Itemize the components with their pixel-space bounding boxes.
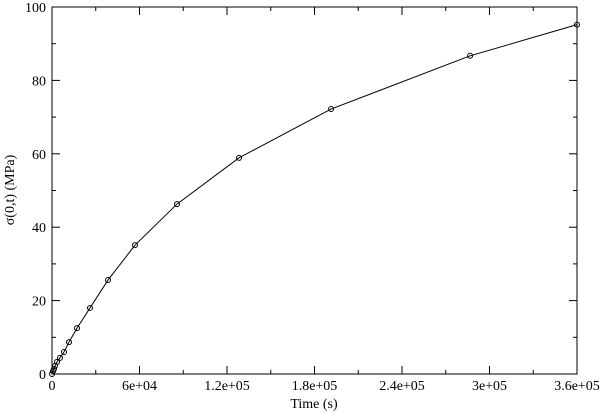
y-tick-label: 20 [32, 295, 46, 310]
data-point [54, 358, 61, 365]
data-point [66, 339, 73, 346]
data-point [61, 348, 68, 355]
y-tick-label: 40 [32, 221, 46, 236]
y-tick-label: 100 [25, 1, 46, 16]
data-point [74, 325, 81, 332]
data-point [49, 371, 55, 377]
data-point [131, 242, 138, 249]
x-tick-label: 0 [49, 379, 56, 394]
data-point [328, 106, 335, 113]
x-tick-label: 1.8e+05 [292, 379, 338, 394]
x-tick-label: 3.6e+05 [554, 379, 600, 394]
data-point [57, 354, 64, 361]
x-tick-label: 1.2e+05 [204, 379, 250, 394]
data-point [236, 154, 243, 161]
data-point [105, 277, 111, 284]
data-point [173, 201, 180, 208]
data-point [87, 304, 94, 311]
y-tick-label: 60 [32, 148, 46, 163]
data-point [467, 52, 474, 59]
data-point [574, 21, 580, 28]
y-tick-label: 0 [39, 368, 46, 383]
x-tick-label: 2.4e+05 [379, 379, 425, 394]
y-tick-label: 80 [32, 74, 46, 89]
y-axis-label: σ(0,t) (MPa) [3, 154, 18, 225]
x-axis-label: Time (s) [290, 397, 338, 412]
x-tick-label: 3e+05 [472, 379, 507, 394]
data-point [50, 365, 57, 372]
x-tick-label: 6e+04 [122, 379, 157, 394]
